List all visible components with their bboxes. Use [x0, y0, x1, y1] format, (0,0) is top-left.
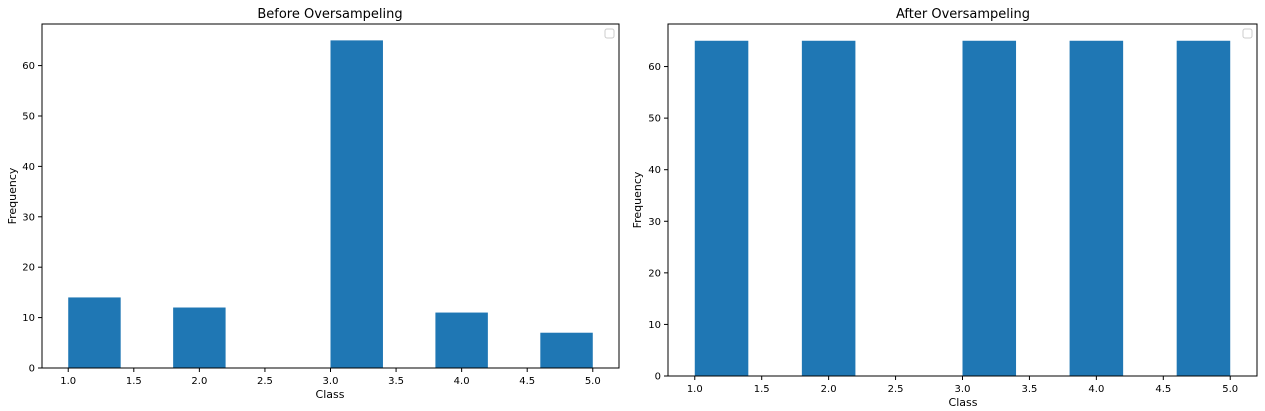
y-tick-label: 0 [655, 372, 661, 383]
x-tick-label: 1.5 [754, 384, 770, 395]
x-tick-label: 2.5 [888, 384, 904, 395]
y-tick-label: 30 [648, 217, 661, 228]
x-tick-label: 5.0 [1222, 384, 1238, 395]
bar [694, 40, 749, 377]
bar [435, 312, 488, 368]
y-tick-label: 40 [22, 162, 35, 173]
bar [68, 297, 121, 368]
y-tick-label: 0 [29, 364, 35, 375]
x-tick-label: 1.5 [126, 376, 142, 387]
y-tick-label: 20 [22, 263, 35, 274]
y-axis-label: Frequency [6, 167, 19, 224]
y-tick-label: 40 [648, 165, 661, 176]
x-tick-label: 4.5 [519, 376, 535, 387]
x-tick-label: 2.5 [257, 376, 273, 387]
x-tick-label: 4.0 [454, 376, 470, 387]
x-tick-label: 3.0 [323, 376, 339, 387]
y-tick-label: 30 [22, 212, 35, 223]
x-tick-label: 1.0 [60, 376, 76, 387]
chart-after-oversampling: After Oversampeling Class Frequency 1.0 1… [631, 7, 1258, 409]
x-tick-label: 2.0 [821, 384, 837, 395]
legend-box [604, 28, 615, 39]
x-tick-label: 3.0 [955, 384, 971, 395]
x-tick-label: 1.0 [687, 384, 703, 395]
x-tick-label: 4.0 [1088, 384, 1104, 395]
bar [1069, 40, 1124, 377]
y-tick-label: 50 [22, 111, 35, 122]
bar [801, 40, 856, 377]
bar [1176, 40, 1231, 377]
y-tick-label: 10 [648, 320, 661, 331]
x-axis-label: Class [949, 396, 978, 407]
chart-before-oversampling: Before Oversampeling Class Frequency 1.0… [6, 7, 620, 401]
y-tick-label: 10 [22, 313, 35, 324]
chart-title: Before Oversampeling [257, 7, 402, 22]
x-tick-label: 3.5 [1021, 384, 1037, 395]
x-tick-label: 5.0 [585, 376, 601, 387]
x-axis-label: Class [316, 388, 345, 401]
bar [173, 307, 226, 368]
bar [962, 40, 1017, 377]
legend-box [1242, 28, 1253, 39]
y-tick-label: 50 [648, 114, 661, 125]
chart-title: After Oversampeling [896, 7, 1030, 22]
y-tick-label: 20 [648, 268, 661, 279]
y-axis-label: Frequency [631, 171, 644, 228]
x-tick-label: 2.0 [191, 376, 207, 387]
x-tick-label: 4.5 [1155, 384, 1171, 395]
x-tick-label: 3.5 [388, 376, 404, 387]
y-tick-label: 60 [648, 62, 661, 73]
y-tick-label: 60 [22, 61, 35, 72]
bar [540, 332, 593, 368]
bar [330, 40, 383, 368]
